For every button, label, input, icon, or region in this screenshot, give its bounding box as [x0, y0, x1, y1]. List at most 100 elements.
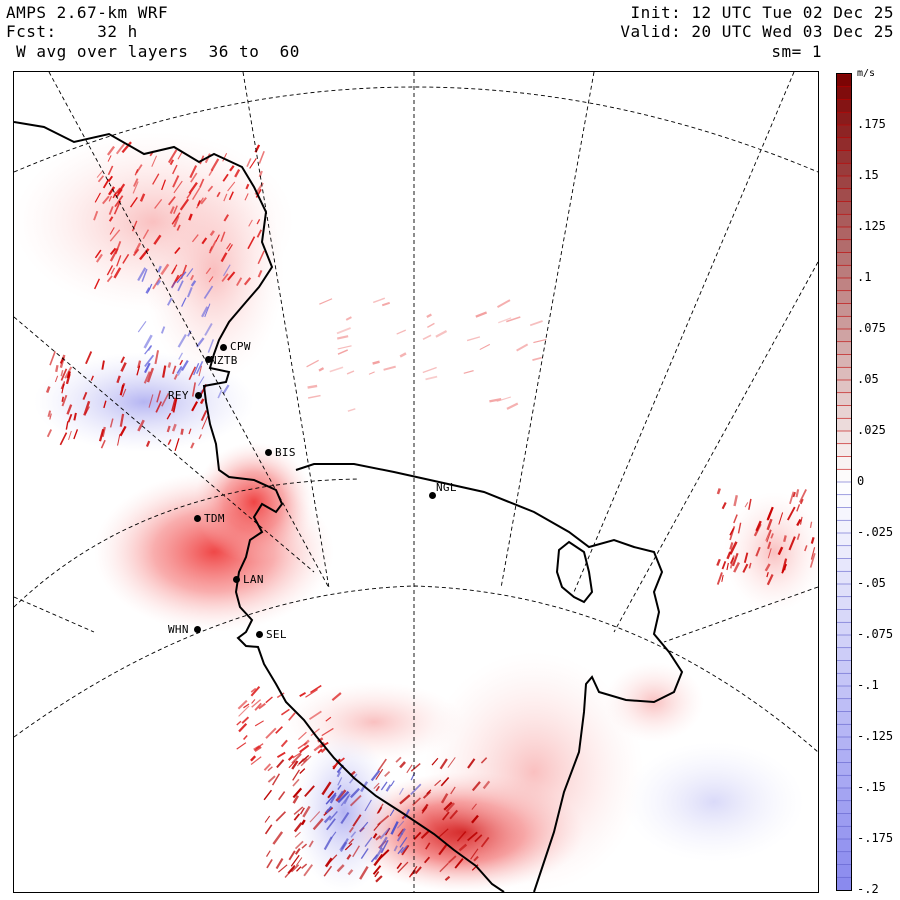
colorbar-segment — [837, 150, 851, 164]
station-dot-tdm[interactable] — [194, 515, 201, 522]
wave-streak — [73, 412, 77, 421]
wave-streak — [305, 689, 318, 698]
wave-streak — [176, 271, 187, 284]
colorbar-label: -.075 — [857, 627, 894, 641]
wave-streak — [489, 397, 502, 403]
wave-streak — [243, 277, 252, 286]
wave-streak — [293, 822, 303, 833]
wave-streak — [148, 394, 154, 408]
colorbar-segment — [837, 278, 851, 292]
wave-streak — [203, 285, 214, 299]
wave-streak — [167, 439, 172, 446]
wave-streak — [796, 533, 801, 541]
wave-streak — [188, 366, 197, 381]
wave-streak — [116, 375, 121, 384]
wave-streak — [767, 541, 772, 550]
wave-streak — [135, 164, 143, 174]
wave-streak — [171, 212, 181, 225]
wave-streak — [466, 336, 481, 342]
wave-streak — [132, 181, 139, 194]
wave-streak — [359, 865, 369, 880]
wave-streak — [337, 349, 349, 355]
wave-streak — [188, 213, 193, 221]
wave-streak — [327, 790, 335, 799]
wave-streak — [100, 439, 106, 449]
wave-streak — [323, 815, 332, 824]
wave-streak — [113, 267, 122, 279]
wave-streak — [265, 850, 271, 857]
wave-streak — [742, 563, 749, 573]
wave-streak — [275, 726, 283, 734]
wave-streak — [291, 753, 302, 764]
wave-streak — [410, 869, 417, 876]
wave-streak — [733, 514, 738, 524]
wave-streak — [109, 247, 119, 262]
wave-streak — [60, 368, 68, 381]
wave-streak — [438, 828, 449, 839]
station-label-ngl: NGL — [436, 481, 457, 494]
wave-streak — [329, 366, 344, 373]
wave-streak — [496, 299, 511, 308]
wave-streak — [143, 334, 153, 349]
wave-streak — [160, 326, 166, 334]
wave-streak — [340, 838, 349, 850]
wave-streak — [399, 794, 411, 805]
station-dot-ngl[interactable] — [429, 492, 436, 499]
colorbar-segment — [837, 545, 851, 559]
wave-streak — [171, 397, 177, 412]
station-dot-whn[interactable] — [194, 626, 201, 633]
wave-streak — [766, 518, 773, 531]
wave-streak — [344, 843, 353, 851]
wave-streak — [372, 865, 382, 875]
wave-streak — [117, 434, 121, 446]
wave-streak — [398, 787, 404, 795]
wave-streak — [174, 438, 180, 452]
wave-streak — [799, 516, 803, 525]
wave-streak — [798, 489, 807, 503]
wave-streak — [59, 432, 68, 446]
wave-streak — [796, 518, 802, 527]
station-dot-sel[interactable] — [256, 631, 263, 638]
colorbar-segment — [837, 686, 851, 700]
wave-streak — [108, 195, 113, 202]
wave-streak — [379, 827, 391, 840]
wave-streak — [145, 440, 151, 447]
wave-streak — [427, 322, 435, 329]
wave-streak — [247, 236, 256, 250]
station-dot-rey[interactable] — [195, 392, 202, 399]
wave-streak — [250, 755, 257, 762]
wave-streak — [370, 770, 381, 782]
wave-streak — [220, 231, 226, 242]
colorbar-segment — [837, 660, 851, 674]
wave-streak — [276, 759, 285, 769]
wave-streak — [191, 234, 199, 243]
wave-streak — [479, 343, 491, 351]
wave-streak — [229, 165, 235, 172]
station-dot-nztb[interactable] — [205, 356, 212, 363]
wave-streak — [372, 360, 380, 365]
wave-streak — [296, 866, 302, 872]
colorbar-label: 0 — [857, 474, 865, 488]
station-dot-cpw[interactable] — [220, 344, 227, 351]
wave-streak — [114, 195, 124, 208]
station-label-rey: REY — [168, 389, 189, 402]
colorbar-segment — [837, 316, 851, 330]
wave-streak — [250, 685, 261, 697]
wave-streak — [374, 847, 384, 861]
wave-streak — [301, 843, 308, 849]
wave-streak — [444, 875, 451, 881]
wave-streak — [242, 734, 248, 741]
wave-streak — [106, 265, 114, 276]
wave-streak — [337, 784, 342, 791]
wave-streak — [201, 416, 209, 430]
wave-streak — [295, 857, 303, 866]
wave-streak — [372, 297, 386, 304]
station-dot-bis[interactable] — [265, 449, 272, 456]
wave-streak — [177, 333, 187, 348]
wave-streak — [364, 836, 373, 848]
station-dot-lan[interactable] — [233, 576, 240, 583]
wave-streak — [227, 244, 233, 252]
wave-streak — [765, 529, 771, 541]
wave-streak — [336, 771, 342, 778]
wave-streak — [471, 864, 479, 871]
